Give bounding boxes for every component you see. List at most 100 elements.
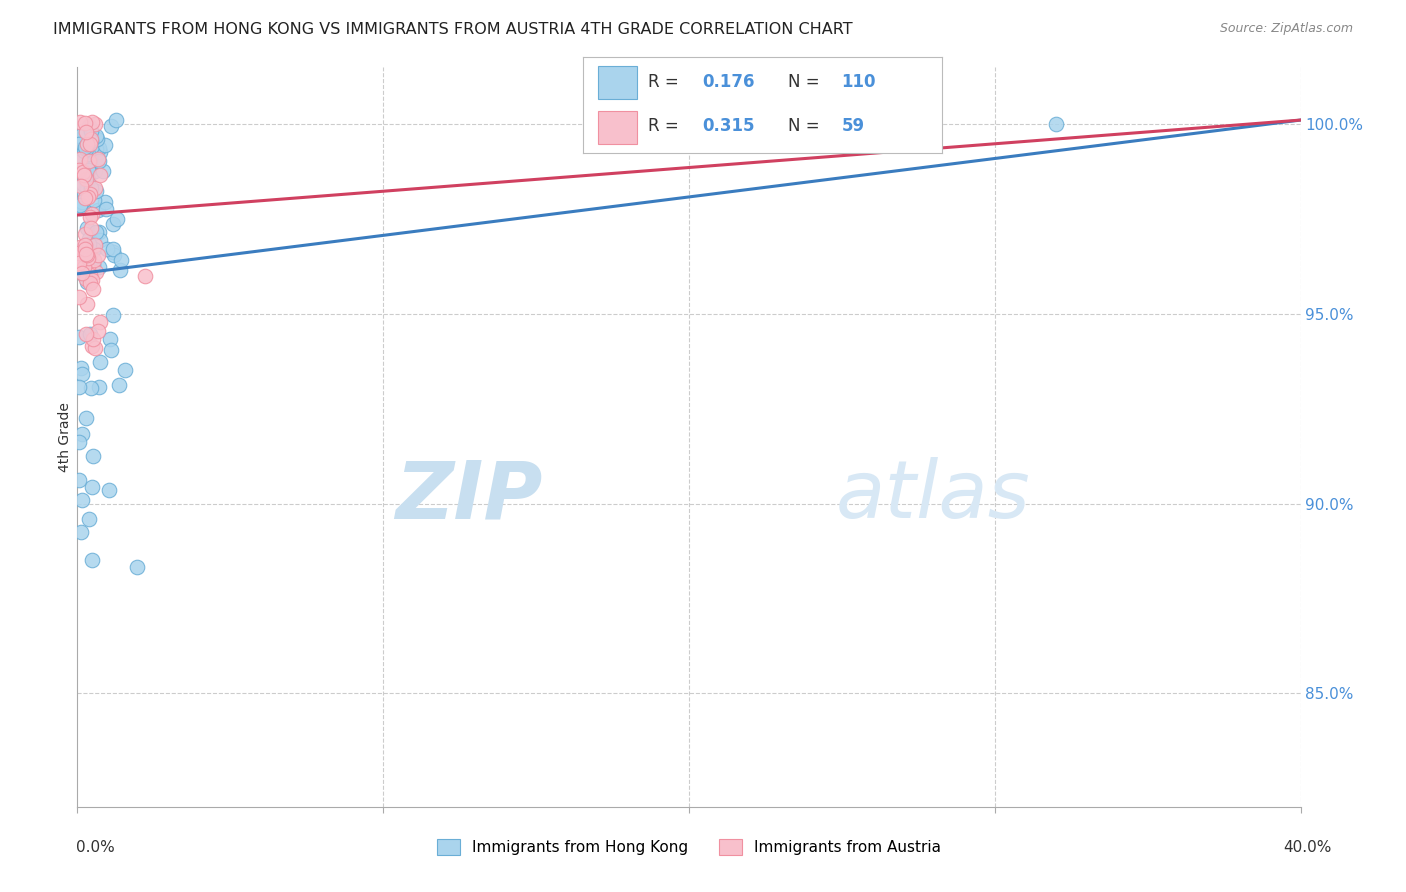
Point [70,247,93,261]
Point [100,343,122,357]
Point [79,326,101,341]
Point [77,237,100,252]
Point [67,473,90,487]
Text: 40.0%: 40.0% [1284,840,1331,855]
Text: 110: 110 [842,72,876,91]
Point [67,256,90,270]
Point [82,282,104,296]
Point [75,327,97,342]
Point [75,267,97,281]
Point [89,355,111,369]
Point [80,181,103,195]
Point [105,113,128,128]
Point [89,168,111,182]
Point [73,169,96,183]
Point [103,243,125,257]
Point [73,144,96,158]
Point [84,128,107,143]
Point [103,248,125,262]
Point [94,137,117,152]
Point [79,161,101,175]
Text: 0.176: 0.176 [702,72,754,91]
Point [70,524,93,539]
Point [103,217,125,231]
Point [72,197,94,211]
Point [70,266,93,280]
Point [76,275,98,289]
Point [79,187,101,202]
Point [86,202,108,217]
Point [89,380,111,394]
Point [134,268,156,283]
Point [100,119,122,133]
Point [84,265,107,279]
Point [76,182,98,196]
Point [69,178,91,193]
Point [96,242,118,256]
Point [76,173,98,187]
Point [79,136,101,151]
Point [75,142,97,156]
Point [77,190,100,204]
Point [80,139,103,153]
Point [77,245,100,260]
Point [77,263,100,277]
Point [79,210,101,224]
Point [83,181,105,195]
Point [67,246,90,260]
Point [69,154,91,169]
Point [87,248,110,262]
Point [89,225,111,239]
Point [75,263,97,277]
Text: N =: N = [787,72,825,91]
Point [72,367,94,381]
Text: R =: R = [648,72,685,91]
Point [91,163,114,178]
Point [72,242,94,256]
Point [94,195,117,210]
Text: R =: R = [648,117,685,135]
Point [80,381,103,395]
Point [75,247,97,261]
Point [83,242,105,256]
Text: 0.0%: 0.0% [76,840,115,855]
Point [76,136,98,151]
Y-axis label: 4th Grade: 4th Grade [58,402,72,472]
Point [77,162,100,177]
Point [82,552,104,566]
Point [73,242,96,256]
Point [80,221,103,235]
Point [69,239,91,253]
Point [84,142,107,156]
Point [79,119,101,133]
Point [72,177,94,191]
Point [89,145,111,159]
Point [69,129,91,144]
Point [98,332,121,346]
Point [77,232,100,246]
Point [80,115,103,129]
Point [73,260,96,275]
Point [114,362,136,376]
Point [73,116,96,130]
FancyBboxPatch shape [598,66,637,98]
Point [80,132,103,146]
Point [79,153,101,167]
Point [79,268,101,283]
Point [79,276,101,290]
Text: Source: ZipAtlas.com: Source: ZipAtlas.com [1219,22,1353,36]
Point [70,252,93,266]
Point [101,245,124,260]
Point [73,171,96,186]
Point [82,273,104,287]
Point [70,492,93,507]
Point [87,141,110,155]
Point [97,483,120,498]
Point [69,198,91,212]
Point [73,227,96,241]
Point [107,211,129,226]
Point [80,339,103,353]
Point [87,154,110,169]
Point [101,308,124,322]
Point [67,330,90,344]
